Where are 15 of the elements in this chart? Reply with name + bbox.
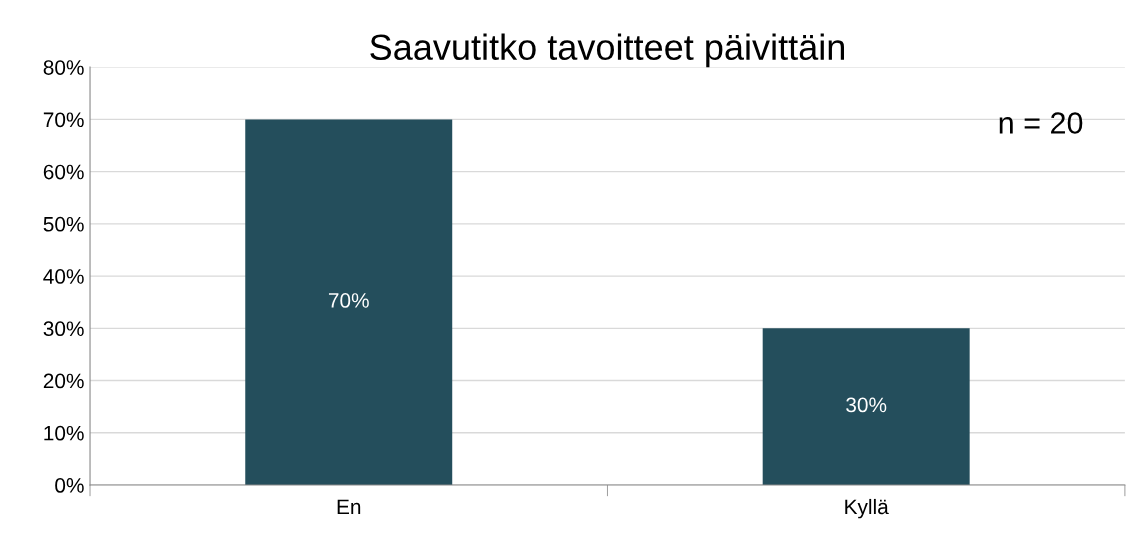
x-tick-label: Kyllä <box>845 498 889 519</box>
chart-title: Saavutitko tavoitteet päivittäin <box>370 33 844 68</box>
y-tick-label: 50% <box>43 216 84 232</box>
data-label: 70% <box>328 293 369 308</box>
y-tick-label: 80% <box>43 60 84 75</box>
y-tick-label: 60% <box>43 164 84 180</box>
data-label: 30% <box>846 397 887 413</box>
y-tick-label: 10% <box>44 425 84 441</box>
x-tick-label: En <box>337 499 361 515</box>
annotation: n = 20 <box>999 112 1083 134</box>
y-tick-label: 40% <box>43 269 84 284</box>
y-tick-label: 0% <box>55 478 84 493</box>
y-tick-label: 20% <box>43 373 84 389</box>
y-tick-label: 30% <box>43 321 84 337</box>
y-tick-label: 70% <box>43 112 84 128</box>
